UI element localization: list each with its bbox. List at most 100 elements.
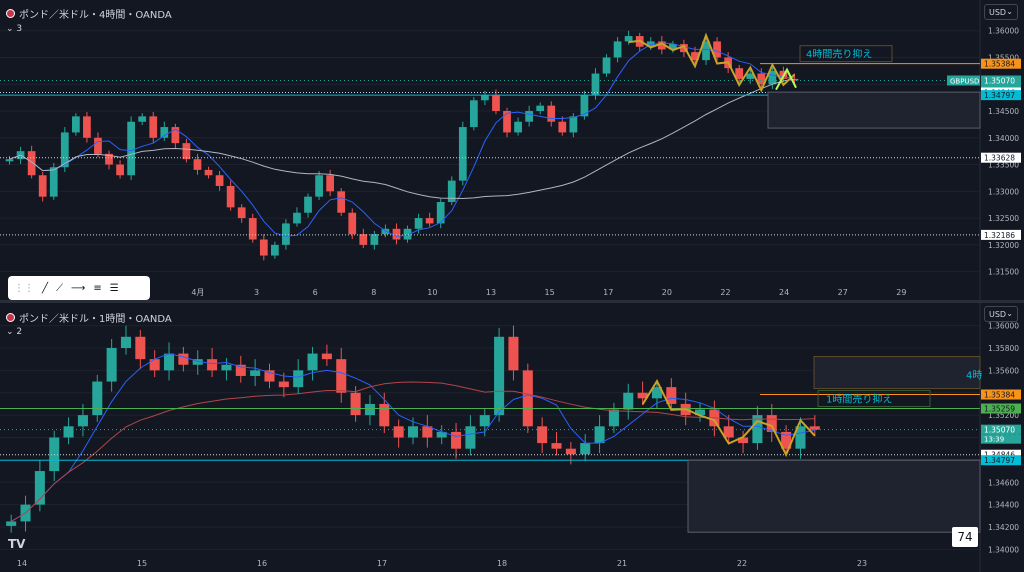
candle-body xyxy=(569,116,578,133)
candle-body xyxy=(60,132,69,168)
counter-badge[interactable]: 74 xyxy=(952,527,978,547)
candle-body xyxy=(259,239,268,256)
y-tick-label: 1.35500 xyxy=(988,53,1019,62)
price-label-bg xyxy=(981,449,1021,460)
x-tick-label: 13 xyxy=(486,288,496,297)
bottom-panel-title[interactable]: ポンド／米ドル・1時間・OANDA xyxy=(6,310,172,325)
ray-icon[interactable]: ⟋ xyxy=(56,282,64,294)
candle-body xyxy=(691,52,699,61)
candle-body xyxy=(282,223,290,245)
candle-body xyxy=(381,228,390,235)
price-label: 1.33628 xyxy=(984,154,1015,163)
x-tick-label: 27 xyxy=(838,288,848,297)
symbol-label: GBPUSD xyxy=(950,77,979,85)
candle-body xyxy=(34,471,45,505)
parallel-channel-icon[interactable]: ☰ xyxy=(109,282,119,294)
y-tick-label: 1.34000 xyxy=(988,134,1019,143)
top-currency-select[interactable]: USD ⌄ xyxy=(984,4,1018,20)
candle-body xyxy=(193,159,202,170)
price-label-bg xyxy=(981,229,1021,240)
candle-body xyxy=(565,448,576,455)
candle-body xyxy=(221,364,232,371)
x-tick-label: 3 xyxy=(254,288,259,297)
candle-body xyxy=(248,218,257,240)
candle-body xyxy=(116,164,124,176)
candle-body xyxy=(537,426,548,444)
candle-body xyxy=(226,185,235,208)
price-label-bg xyxy=(981,389,1021,400)
candle-body xyxy=(594,426,605,444)
candle-body xyxy=(580,94,589,117)
candle-body xyxy=(321,353,332,360)
y-tick-label: 1.34000 xyxy=(988,545,1019,554)
candle-body xyxy=(768,70,777,85)
x-tick-label: 14 xyxy=(17,559,27,568)
ma-slow-line xyxy=(9,78,795,200)
candle-body xyxy=(558,121,567,133)
price-label-bg xyxy=(981,90,1021,101)
x-tick-label: 8 xyxy=(371,288,376,297)
annotation-box xyxy=(799,45,893,63)
trendline-icon[interactable]: ╱ xyxy=(42,282,49,294)
horizontal-ray-icon[interactable]: ⟶ xyxy=(71,282,86,294)
x-tick-label: 15 xyxy=(137,559,147,568)
annotation-box xyxy=(817,390,931,408)
candle-body xyxy=(613,41,622,58)
candle-body xyxy=(71,116,80,133)
annotation-label: 1時間売り抑え xyxy=(826,393,892,406)
candle-body xyxy=(668,44,677,50)
symbol-label-bg xyxy=(947,75,980,86)
candle-body xyxy=(646,41,655,47)
candle-body xyxy=(92,381,103,416)
top-panel-title[interactable]: ポンド／米ドル・4時間・OANDA xyxy=(6,6,172,21)
candle-body xyxy=(171,127,180,144)
candle-body xyxy=(379,403,390,427)
y-tick-label: 1.33000 xyxy=(988,187,1019,196)
candle-body xyxy=(425,218,434,224)
candle-body xyxy=(94,137,102,154)
candle-body xyxy=(591,73,600,95)
candle-body xyxy=(182,143,191,160)
price-label-bg xyxy=(981,152,1021,163)
countdown-label: 13:39 xyxy=(984,436,1004,444)
candle-body xyxy=(83,116,91,138)
x-tick-label: 23 xyxy=(857,559,867,568)
drag-handle-icon[interactable]: ⋮⋮ xyxy=(14,282,34,294)
candle-body xyxy=(623,392,634,410)
x-tick-label: 22 xyxy=(737,559,747,568)
gbp-flag-icon xyxy=(6,313,15,322)
price-label: 1.35384 xyxy=(984,60,1015,69)
candle-body xyxy=(235,364,246,376)
candle-body xyxy=(458,127,467,181)
price-label: 1.34797 xyxy=(984,456,1015,465)
candle-body xyxy=(138,116,147,122)
candle-body xyxy=(204,169,213,176)
candle-body xyxy=(602,57,611,74)
candle-body xyxy=(781,431,792,449)
price-label-bg xyxy=(981,403,1021,414)
fib-icon[interactable]: ≡ xyxy=(93,282,102,294)
y-tick-label: 1.34400 xyxy=(988,501,1019,510)
support-zone-box xyxy=(687,459,981,533)
candle-body xyxy=(657,41,666,50)
candle-body xyxy=(666,387,677,404)
y-tick-label: 1.33500 xyxy=(988,161,1019,170)
m-pattern-mark xyxy=(775,67,797,91)
candle-body xyxy=(414,218,423,229)
y-tick-label: 1.34600 xyxy=(988,478,1019,487)
candle-body xyxy=(38,175,47,197)
bottom-indicator-toggle[interactable]: ⌄ 2 xyxy=(6,327,22,337)
bottom-currency-select[interactable]: USD ⌄ xyxy=(984,306,1018,322)
candles xyxy=(5,30,799,261)
price-label: 1.35259 xyxy=(984,405,1015,414)
candle-body xyxy=(278,381,289,388)
candle-body xyxy=(624,36,633,42)
price-label: 1.35384 xyxy=(984,391,1015,400)
top-indicator-toggle[interactable]: ⌄ 3 xyxy=(6,24,22,34)
x-tick-label: 21 xyxy=(617,559,627,568)
candle-body xyxy=(315,175,323,197)
candle-body xyxy=(215,175,224,186)
candle-body xyxy=(337,191,346,213)
top-indicator-count: 3 xyxy=(16,24,23,34)
